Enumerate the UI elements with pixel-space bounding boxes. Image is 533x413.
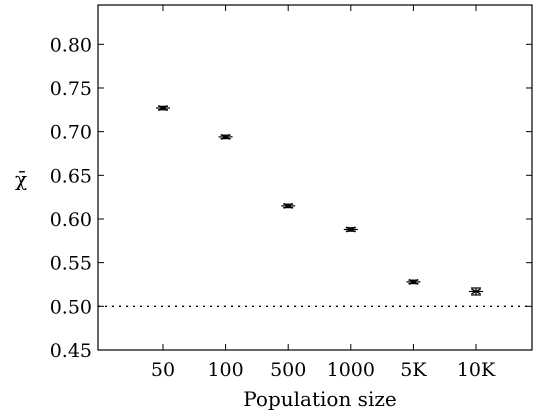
data-point — [469, 287, 483, 296]
plot-frame — [97, 4, 533, 351]
x-tick-label: 50 — [151, 359, 175, 381]
y-tick-label: 0.70 — [50, 122, 92, 144]
data-points — [156, 105, 483, 296]
x-tick-label: 500 — [270, 359, 306, 381]
y-axis-label: χ̄ — [15, 167, 27, 191]
y-tick-label: 0.50 — [50, 296, 92, 318]
data-point — [218, 133, 233, 140]
y-tick-label: 0.55 — [50, 253, 92, 275]
x-tick-label: 1000 — [327, 359, 375, 381]
data-point — [281, 202, 296, 209]
y-axis: 0.45 0.50 0.55 0.60 0.65 0.70 0.75 0.80 — [50, 34, 532, 362]
x-tick-label: 5K — [400, 359, 427, 381]
x-tick-label: 10K — [457, 359, 496, 381]
y-tick-label: 0.75 — [50, 78, 92, 100]
x-tick-label: 100 — [207, 359, 243, 381]
y-tick-label: 0.45 — [50, 340, 92, 362]
y-tick-label: 0.60 — [50, 209, 92, 231]
data-point — [343, 226, 358, 233]
x-axis: 50 100 500 1000 5K 10K — [151, 5, 496, 381]
data-point — [406, 278, 421, 285]
x-axis-label: Population size — [243, 387, 396, 411]
data-point — [156, 105, 170, 112]
y-tick-label: 0.80 — [50, 34, 92, 56]
y-tick-label: 0.65 — [50, 165, 92, 187]
